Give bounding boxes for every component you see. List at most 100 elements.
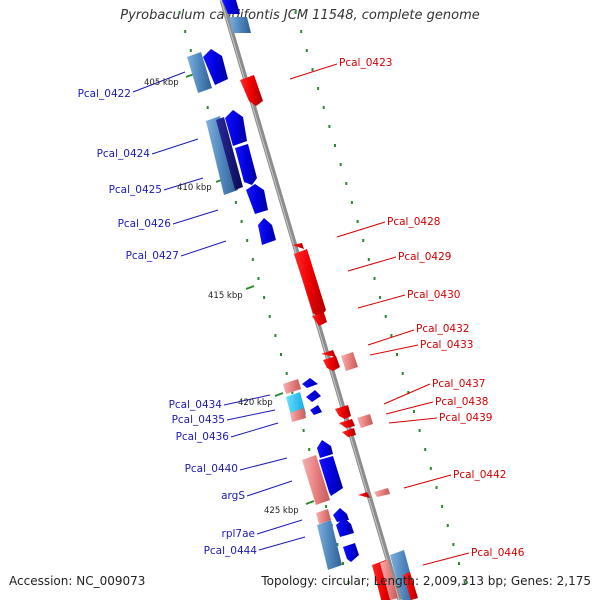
tick-dot: [407, 391, 410, 394]
gene-label[interactable]: Pcal_0432: [416, 323, 469, 335]
leader-line: [289, 63, 338, 80]
gene-arrow[interactable]: [342, 428, 356, 437]
leader-line: [151, 138, 199, 155]
gene-arrow[interactable]: [222, 0, 240, 14]
gene-label[interactable]: Pcal_0434: [169, 399, 223, 411]
gene-arrow[interactable]: [258, 218, 276, 245]
gene-arrow[interactable]: [374, 488, 390, 497]
gene-label[interactable]: Pcal_0425: [109, 184, 162, 196]
gene-label[interactable]: Pcal_0424: [97, 148, 151, 160]
gene-arrow[interactable]: [358, 492, 370, 498]
leader-line: [347, 256, 397, 272]
gene-arrow[interactable]: [343, 543, 359, 562]
reverse-gene-labels: Pcal_0423 Pcal_0428 Pcal_0429 Pcal_0430 …: [339, 57, 525, 559]
gene-arrow[interactable]: [203, 49, 228, 85]
tick-dot: [325, 505, 328, 508]
tick-dot: [280, 353, 282, 356]
gene-arrow[interactable]: [292, 243, 304, 249]
gene-arrow[interactable]: [333, 508, 349, 522]
gene-arrow[interactable]: [294, 249, 326, 318]
major-tick: [274, 392, 284, 397]
leader-line: [403, 474, 452, 489]
gene-label[interactable]: Pcal_0428: [387, 216, 440, 228]
gene-arrow[interactable]: [306, 390, 321, 402]
gene-arrow[interactable]: [290, 408, 306, 422]
gene-arrow[interactable]: [312, 313, 327, 326]
gene-arrow[interactable]: [225, 110, 247, 146]
gene-arrow[interactable]: [310, 405, 322, 415]
gene-label[interactable]: rpl7ae: [222, 528, 255, 540]
gene-arrow[interactable]: [319, 456, 343, 496]
gene-arrow[interactable]: [336, 518, 354, 537]
tick-dot: [463, 581, 466, 584]
gene-label[interactable]: Pcal_0439: [439, 412, 492, 424]
gene-arrow[interactable]: [216, 117, 243, 190]
gene-arrow[interactable]: [317, 520, 342, 570]
tick-dot: [240, 220, 243, 223]
gene-arrow[interactable]: [341, 352, 358, 371]
tick-dot: [362, 239, 365, 242]
tick-dot: [263, 296, 266, 299]
tick-dot: [184, 30, 187, 33]
gene-arrow[interactable]: [187, 52, 212, 93]
gene-arrow[interactable]: [317, 440, 333, 458]
tick-dot: [347, 581, 350, 584]
tick-dot: [178, 11, 181, 14]
gene-arrow[interactable]: [403, 572, 418, 600]
gene-label[interactable]: Pcal_0437: [432, 378, 485, 390]
gene-label[interactable]: Pcal_0423: [339, 57, 392, 69]
tick-dot: [206, 106, 209, 109]
gene-arrow[interactable]: [229, 17, 251, 33]
gene-label[interactable]: Pcal_0433: [420, 339, 473, 351]
accession-text: Accession: NC_009073: [9, 574, 146, 588]
gene-label[interactable]: Pcal_0438: [435, 396, 488, 408]
gene-arrow[interactable]: [302, 455, 330, 505]
tick-dot: [441, 505, 444, 508]
tick-dot: [302, 429, 305, 432]
genome-summary-text: Topology: circular; Length: 2,009,313 bp…: [261, 574, 591, 588]
gene-arrow[interactable]: [302, 378, 318, 388]
tick-dot: [356, 220, 359, 223]
gene-label[interactable]: Pcal_0436: [176, 431, 230, 443]
tick-dot: [189, 49, 192, 52]
tick-dot: [367, 258, 370, 261]
gene-arrow[interactable]: [339, 419, 355, 428]
tick-dot: [342, 562, 344, 565]
gene-label[interactable]: Pcal_0427: [126, 250, 179, 262]
gene-arrow[interactable]: [321, 350, 336, 357]
gene-arrow[interactable]: [316, 509, 331, 524]
gene-arrow[interactable]: [206, 116, 238, 195]
tick-dot: [234, 201, 237, 204]
gene-arrow[interactable]: [235, 144, 257, 185]
gene-label[interactable]: Pcal_0429: [398, 251, 451, 263]
gene-label[interactable]: Pcal_0440: [185, 463, 238, 475]
gene-arrow[interactable]: [246, 184, 268, 214]
gene-label[interactable]: Pcal_0422: [78, 88, 131, 100]
kbp-scale-labels: 405 kbp 410 kbp 415 kbp 420 kbp 425 kbp: [144, 78, 299, 516]
tick-dot: [339, 163, 342, 166]
leader-line: [256, 519, 303, 535]
tick-dot: [345, 182, 348, 185]
gene-arrow[interactable]: [357, 414, 373, 428]
tick-dot: [350, 201, 353, 204]
leader-line: [383, 383, 431, 405]
gene-label[interactable]: Pcal_0435: [172, 414, 225, 426]
gene-arrow[interactable]: [380, 560, 398, 600]
tick-dot: [429, 467, 432, 470]
kbp-label: 410 kbp: [177, 183, 212, 193]
gene-arrow[interactable]: [323, 356, 340, 371]
leader-line: [367, 329, 415, 346]
gene-label[interactable]: Pcal_0446: [471, 547, 525, 559]
leader-line: [357, 294, 406, 309]
gene-label[interactable]: argS: [221, 490, 245, 502]
gene-arrow[interactable]: [283, 379, 301, 394]
gene-label[interactable]: Pcal_0426: [118, 218, 172, 230]
gene-label[interactable]: Pcal_0442: [453, 469, 506, 481]
tick-dot: [328, 125, 331, 128]
leader-line: [385, 401, 434, 415]
gene-label[interactable]: Pcal_0430: [407, 289, 460, 301]
gene-label[interactable]: Pcal_0444: [204, 545, 258, 557]
leader-line: [230, 422, 279, 438]
gene-arrow[interactable]: [335, 405, 351, 419]
gene-arrow[interactable]: [240, 75, 263, 106]
